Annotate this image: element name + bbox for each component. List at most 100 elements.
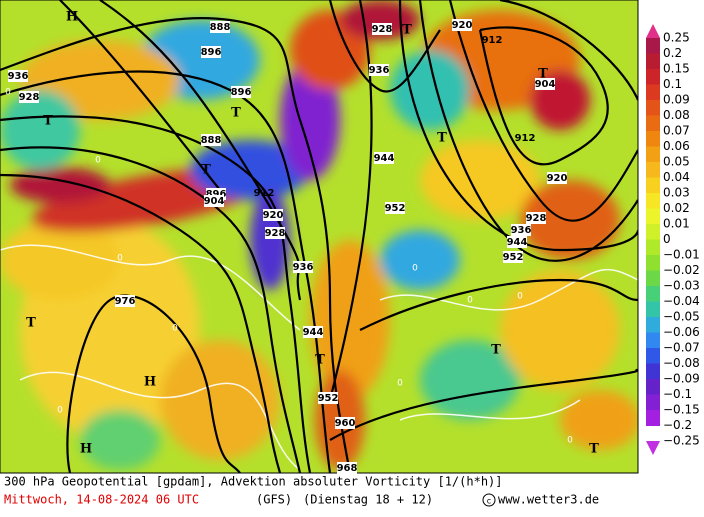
zero-label: 0 <box>5 88 11 98</box>
colorbar-label: −0.05 <box>663 310 700 324</box>
pressure-marker: T <box>315 353 325 368</box>
contour-label: 920 <box>452 20 473 31</box>
copyright-icon <box>482 493 496 507</box>
contour-label-box <box>503 251 523 263</box>
zero-label: 0 <box>95 156 101 166</box>
colorbar-label: −0.06 <box>663 325 700 339</box>
contour-label-box <box>547 172 567 184</box>
footer-run: (Dienstag 18 + 12) <box>303 493 433 507</box>
contour-label: 920 <box>263 210 284 221</box>
contour-label: 896 <box>231 87 252 98</box>
contour-label: 968 <box>337 463 358 474</box>
colorbar-label: 0.2 <box>663 46 682 60</box>
colorbar-cell <box>646 394 660 411</box>
contour-label-box <box>204 195 224 207</box>
copyright-c: c <box>487 497 491 506</box>
colorbar-cell <box>646 348 660 364</box>
contour-label-box <box>265 227 285 239</box>
pressure-marker: H <box>144 375 156 390</box>
contour-label-box <box>535 78 555 90</box>
contour-label: 944 <box>374 153 395 164</box>
colorbar-label: −0.2 <box>663 418 692 432</box>
contour-label: 944 <box>507 237 528 248</box>
colorbar-label: 0.03 <box>663 186 690 200</box>
zero-label: 0 <box>172 324 178 334</box>
contour-label: 952 <box>385 203 406 214</box>
zero-label: 0 <box>397 379 403 389</box>
pressure-marker: H <box>80 442 92 457</box>
contour-label-box <box>369 64 389 76</box>
pressure-marker: T <box>491 343 501 358</box>
zero-label: 0 <box>57 406 63 416</box>
pressure-marker: T <box>231 106 241 121</box>
colorbar-label: 0.07 <box>663 124 690 138</box>
colorbar-label: 0 <box>663 232 671 246</box>
contour-label-box <box>115 295 135 307</box>
pressure-marker: T <box>26 316 36 331</box>
colorbar-label: −0.15 <box>663 403 700 417</box>
zero-label: 0 <box>517 292 523 302</box>
colorbar-label: 0.01 <box>663 217 690 231</box>
contour-label-box <box>210 21 230 33</box>
footer-site: www.wetter3.de <box>498 493 599 507</box>
colorbar-arrow <box>646 24 660 38</box>
pressure-marker: T <box>43 114 53 129</box>
colorbar-label: −0.09 <box>663 372 700 386</box>
contour-label: 896 <box>201 47 222 58</box>
colorbar-label: −0.25 <box>663 434 700 448</box>
colorbar-label: 0.05 <box>663 155 690 169</box>
colorbar-cell <box>646 410 660 426</box>
contour-label: 912 <box>515 133 536 144</box>
contour-label: 944 <box>303 327 324 338</box>
colorbar-cell <box>646 379 660 395</box>
colorbar-cell <box>646 208 660 225</box>
map-labels: 8888968968888969049129209289369449529609… <box>5 10 599 474</box>
pressure-marker: T <box>589 442 599 457</box>
contour-label: 936 <box>8 71 29 82</box>
colorbar-cell <box>646 193 660 209</box>
colorbar-label: −0.03 <box>663 279 700 293</box>
contour-label-box <box>318 392 338 404</box>
pressure-marker: T <box>437 131 447 146</box>
contour-label-box <box>374 152 394 164</box>
colorbar-label: −0.01 <box>663 248 700 262</box>
contour-label-box <box>452 19 472 31</box>
pressure-marker: T <box>538 67 548 82</box>
colorbar-label: 0.15 <box>663 62 690 76</box>
contour-label: 928 <box>265 228 286 239</box>
contour-label: 928 <box>372 24 393 35</box>
contour-label: 904 <box>535 79 556 90</box>
footer-model: (GFS) <box>256 493 292 507</box>
contour-label: 920 <box>547 173 568 184</box>
contour-label: 904 <box>204 196 225 207</box>
colorbar-cell <box>646 286 660 302</box>
contour-label: 888 <box>210 22 231 33</box>
colorbar-label: 0.08 <box>663 108 690 122</box>
contour-label: 936 <box>369 65 390 76</box>
contour-label-box <box>293 261 313 273</box>
contour-label: 912 <box>254 188 275 199</box>
colorbar-label: −0.1 <box>663 387 692 401</box>
colorbar-cell <box>646 131 660 147</box>
zero-label: 0 <box>467 296 473 306</box>
colorbar-cell <box>646 146 660 163</box>
contour-label: 952 <box>503 252 524 263</box>
contour-label: 960 <box>335 418 356 429</box>
colorbar-cell <box>646 69 660 85</box>
colorbar-cell <box>646 332 660 349</box>
contour-label-box <box>507 236 527 248</box>
contour-label-box <box>337 462 357 474</box>
colorbar-cell <box>646 38 660 54</box>
contour-label: 936 <box>293 262 314 273</box>
footer-title: 300 hPa Geopotential [gpdam], Advektion … <box>4 475 503 489</box>
colorbar-label: −0.04 <box>663 294 700 308</box>
colorbar-cell <box>646 115 660 132</box>
contour-label: 928 <box>526 213 547 224</box>
colorbar-cell <box>646 84 660 101</box>
colorbar-cell <box>646 270 660 287</box>
colorbar-label: 0.25 <box>663 31 690 45</box>
colorbar-cell <box>646 317 660 333</box>
colorbar-cell <box>646 162 660 178</box>
colorbar-label: 0.09 <box>663 93 690 107</box>
colorbar-label: −0.02 <box>663 263 700 277</box>
